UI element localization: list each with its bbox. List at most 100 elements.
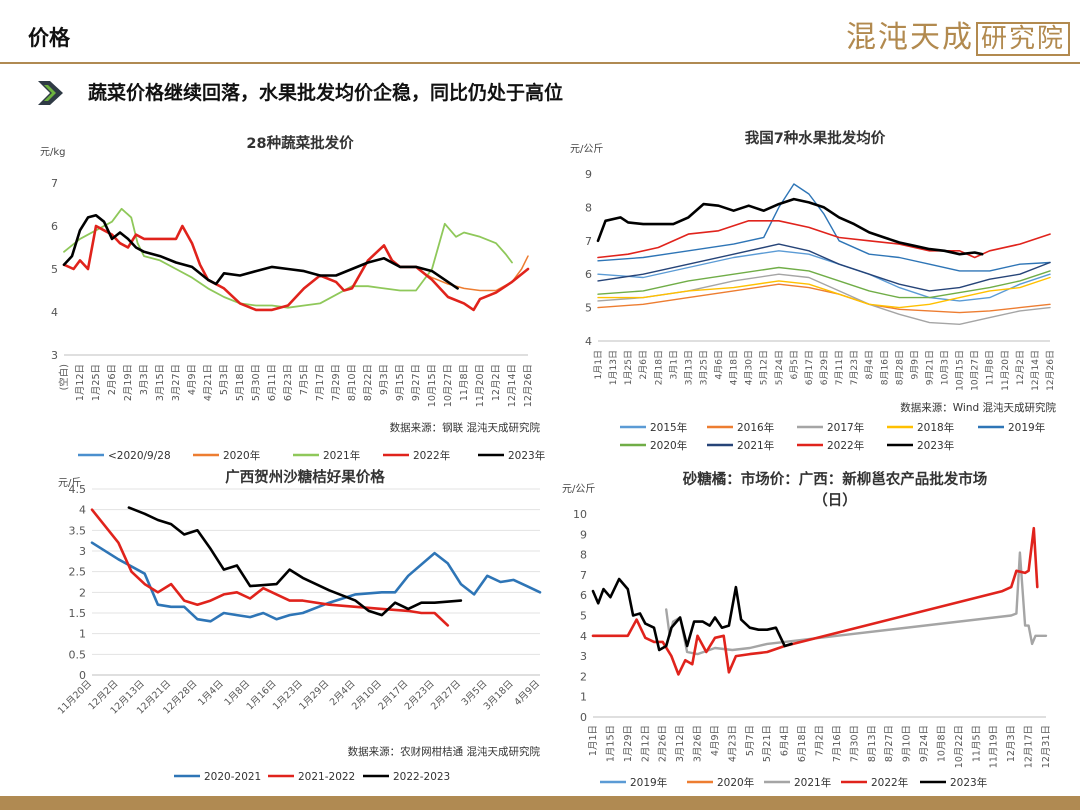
y-tick-label: 0.5 [69, 648, 87, 661]
x-tick-label: 3月3日 [139, 364, 150, 395]
x-tick-label: 10月3日 [940, 350, 951, 385]
x-tick-label: 12月31日 [1041, 725, 1052, 768]
chevron-right-icon [38, 81, 63, 105]
series-line-2020年 [597, 266, 1051, 299]
y-tick-label: 2 [580, 670, 587, 683]
legend-label: 2022年 [871, 776, 908, 789]
y-tick-label: 4 [79, 504, 86, 517]
source-note: 数据来源：农财网柑桔通 混沌天成研究院 [348, 745, 541, 758]
x-tick-label: 5月7日 [745, 725, 756, 756]
legend-label: 2022-2023 [393, 771, 450, 783]
x-tick-label: 2月6日 [107, 364, 118, 395]
x-tick-label: 9月3日 [379, 364, 390, 395]
x-tick-label: 7月5日 [299, 364, 310, 395]
series-line-2023年 [591, 577, 793, 652]
y-tick-label: 8 [585, 201, 592, 214]
series-line-2022年 [62, 224, 530, 312]
series-line-2021-2022 [90, 508, 450, 627]
chart-legend: 2019年 2020年 2021年 2022年 2023年 [600, 776, 987, 789]
x-tick-label: 6月17日 [804, 350, 815, 385]
x-tick-label: 4月21日 [203, 364, 214, 401]
x-tick-label: 11月8日 [459, 364, 470, 401]
y-tick-label: 6 [580, 589, 587, 602]
x-tick-label: 2月19日 [123, 364, 134, 401]
y-tick-label: 8 [580, 549, 587, 562]
y-axis-unit: 元/公斤 [562, 483, 595, 495]
x-tick-label: 12月2日 [491, 364, 502, 401]
y-tick-label: 3 [51, 349, 58, 362]
legend-label: 2020年 [717, 776, 754, 789]
x-tick-label: 8月4日 [864, 350, 875, 379]
brand-logo: 混沌天成 研究院 [846, 12, 1071, 56]
legend-label: 2021年 [794, 776, 831, 789]
x-tick-label: 1月13日 [608, 350, 619, 385]
x-tick-label: 1月1日 [593, 350, 604, 379]
y-tick-label: 9 [585, 168, 592, 181]
x-tick-label: 10月15日 [955, 350, 966, 391]
x-tick-label: 3月13日 [683, 350, 694, 385]
y-tick-label: 2.5 [69, 566, 87, 579]
x-tick-label: 11月20日 [475, 364, 486, 407]
y-tick-label: 1 [79, 628, 86, 641]
x-tick-label: 11月5日 [971, 725, 982, 762]
series-line-2020-2021 [90, 541, 542, 623]
x-tick-label: 7月11日 [834, 350, 845, 385]
y-tick-label: 7 [580, 569, 587, 582]
x-tick-label: 6月4日 [780, 725, 791, 756]
page-title: 价格 [28, 26, 70, 50]
chart-title: 我国7种水果批发均价 [745, 129, 886, 147]
y-tick-label: 6 [585, 268, 592, 281]
x-tick-label: 2月12日 [640, 725, 651, 762]
x-tick-label: 4月9日 [710, 725, 721, 756]
x-tick-label: 1月29日 [297, 678, 331, 712]
x-tick-label: 6月18日 [797, 725, 808, 762]
x-tick-label: 8月22日 [363, 364, 374, 401]
x-tick-label: 12月3日 [1006, 725, 1017, 762]
x-tick-label: 1月1日 [588, 725, 599, 756]
x-tick-label: 6月5日 [789, 350, 800, 379]
series-line-2017年 [597, 273, 1051, 325]
x-tick-label: 5月3日 [219, 364, 230, 395]
chart-title: 广西贺州沙糖桔好果价格 [225, 468, 385, 486]
series-line-2022年 [597, 220, 1051, 259]
x-tick-label: 4月6日 [714, 350, 725, 379]
chart-legend: 2020-2021 2021-2022 2022-2023 [174, 771, 450, 783]
legend-label: 2021-2022 [298, 771, 355, 783]
legend-label: 2022年 [413, 449, 450, 462]
y-tick-label: 5 [585, 302, 592, 315]
x-tick-label: 10月22日 [954, 725, 965, 768]
x-tick-label: 11月19日 [989, 725, 1000, 768]
x-tick-label: 12月17日 [1024, 725, 1035, 768]
x-tick-label: 9月15日 [395, 364, 406, 401]
x-tick-label: 6月23日 [283, 364, 294, 401]
x-tick-label: 2月27日 [429, 678, 463, 712]
legend-label: 2023年 [508, 449, 545, 462]
x-tick-label: 5月24日 [774, 350, 785, 385]
source-note: 数据来源：钢联 混沌天成研究院 [390, 421, 541, 434]
x-tick-label: 9月21日 [924, 350, 935, 385]
y-tick-label: 4.5 [69, 483, 87, 496]
x-tick-label: 4月18日 [729, 350, 740, 385]
x-tick-label: 7月23日 [849, 350, 860, 385]
x-tick-label: 6月11日 [267, 364, 278, 401]
x-tick-label: 9月24日 [919, 725, 930, 762]
series-line-2021年 [63, 207, 513, 309]
legend-label: 2020年 [223, 449, 260, 462]
x-tick-label: 6月29日 [819, 350, 830, 385]
x-tick-label: 5月21日 [762, 725, 773, 762]
x-tick-label: 3月1日 [668, 350, 679, 379]
x-tick-label: (空白) [58, 364, 70, 390]
x-tick-label: 12月14日 [1030, 350, 1041, 391]
legend-label: <2020/9/28 [108, 450, 171, 462]
y-axis-unit: 元/公斤 [570, 143, 603, 155]
x-tick-label: 2月6日 [638, 350, 649, 379]
series-line-2020年 [423, 255, 529, 292]
x-tick-label: 4月30日 [744, 350, 755, 385]
legend-label: 2019年 [1008, 421, 1045, 434]
x-tick-label: 2月18日 [653, 350, 664, 385]
x-tick-label: 3月18日 [482, 678, 516, 712]
x-tick-label: 1月29日 [623, 725, 634, 762]
